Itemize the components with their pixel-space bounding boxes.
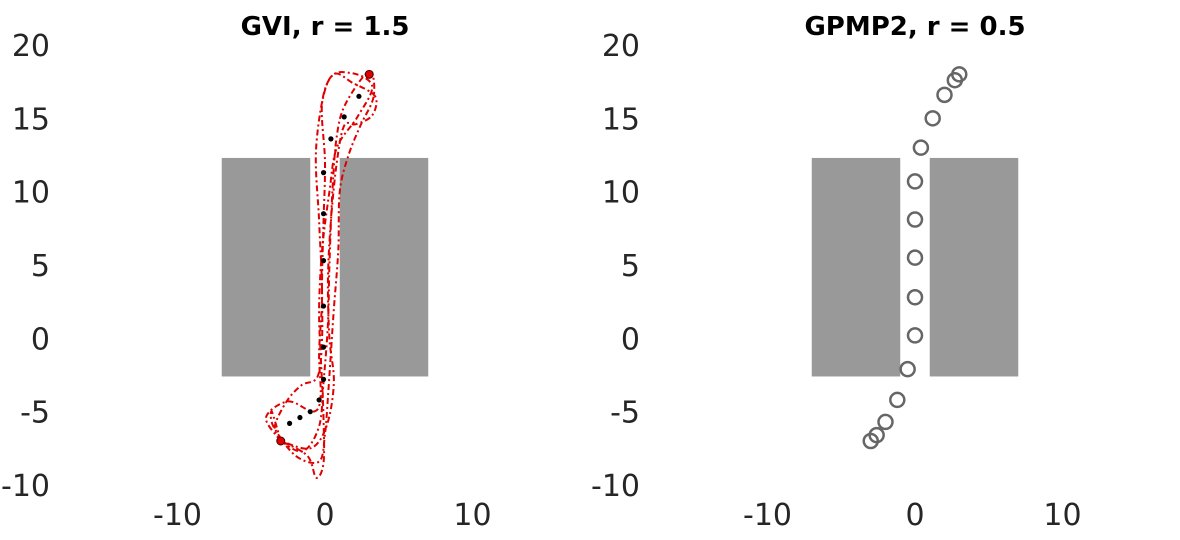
mean-point xyxy=(297,414,303,421)
y-tick-label: -5 xyxy=(20,396,50,431)
mean-point xyxy=(320,303,327,309)
trajectory-point xyxy=(951,66,968,83)
chart-title: GVI, r = 1.5 xyxy=(241,12,410,42)
y-tick-label: 10 xyxy=(12,176,50,211)
mean-point xyxy=(307,409,313,415)
y-tick-label: 0 xyxy=(621,322,640,357)
y-tick-label: -5 xyxy=(610,396,640,431)
trajectory-point xyxy=(906,211,924,228)
x-tick-label: 0 xyxy=(315,498,334,533)
x-tick-label: 10 xyxy=(453,498,491,533)
trajectory-point xyxy=(924,110,941,127)
gvi-panel: GVI, r = 1.5 -10 -5 0 5 10 15 20 -10 0 10 xyxy=(1,12,492,533)
x-tick-label: -10 xyxy=(743,498,792,533)
obstacle-right xyxy=(929,157,1019,377)
trajectory-point xyxy=(912,139,930,156)
trajectory-point xyxy=(899,360,916,378)
gpmp2-panel: GPMP2, r = 0.5 -10 -5 0 5 10 15 20 -10 0 10 xyxy=(591,12,1082,533)
y-tick-label: 0 xyxy=(31,322,50,357)
obstacle-left xyxy=(221,157,311,377)
chart-title: GPMP2, r = 0.5 xyxy=(804,12,1025,42)
x-tick-label: 10 xyxy=(1043,498,1081,533)
y-tick-label: 5 xyxy=(621,249,640,284)
mean-point xyxy=(320,376,327,382)
y-tick-label: 15 xyxy=(602,102,640,137)
obstacle-right xyxy=(339,157,429,377)
mean-point xyxy=(320,344,327,350)
sample-trajectory-line xyxy=(269,70,376,464)
trajectory-point xyxy=(906,327,924,344)
trajectory-point xyxy=(936,86,953,104)
sample-trajectory-line xyxy=(264,71,374,479)
trajectory-point xyxy=(889,391,906,409)
trajectory-point xyxy=(877,413,894,431)
y-tick-label: 20 xyxy=(12,29,50,64)
trajectory-point xyxy=(906,249,924,266)
x-tick-label: -10 xyxy=(153,498,202,533)
mean-point xyxy=(287,420,293,426)
mean-point xyxy=(320,258,327,264)
endpoint-marker xyxy=(276,436,286,446)
mean-point xyxy=(341,114,347,120)
y-tick-label: -10 xyxy=(591,469,640,504)
trajectory-point xyxy=(906,173,924,190)
trajectory-point xyxy=(906,289,924,306)
y-tick-label: -10 xyxy=(1,469,50,504)
y-tick-label: 10 xyxy=(602,176,640,211)
mean-point xyxy=(356,93,362,99)
trajectory-point xyxy=(868,426,885,444)
mean-point xyxy=(320,170,327,176)
endpoint-marker xyxy=(364,69,374,79)
y-tick-label: 5 xyxy=(31,249,50,284)
y-tick-label: 15 xyxy=(12,102,50,137)
y-tick-label: 20 xyxy=(602,29,640,64)
mean-point xyxy=(316,397,322,403)
mean-point xyxy=(320,211,327,217)
mean-point xyxy=(328,136,334,142)
x-tick-label: 0 xyxy=(905,498,924,533)
obstacle-left xyxy=(811,157,901,377)
